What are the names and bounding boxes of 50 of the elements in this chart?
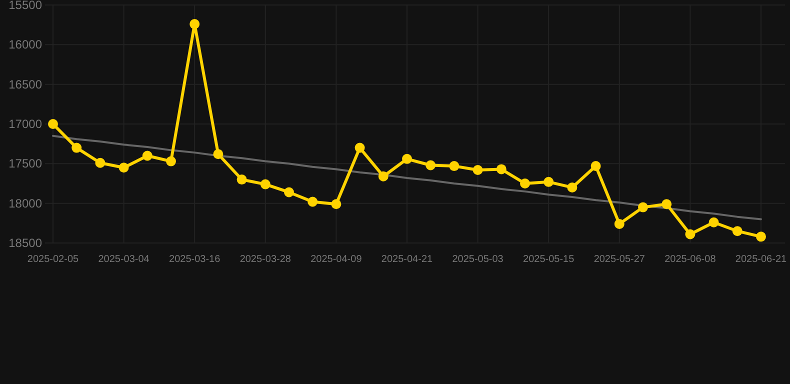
y-tick-label: 18000: [8, 196, 42, 210]
y-tick-label: 17000: [8, 117, 42, 131]
point: [567, 182, 578, 192]
point: [708, 217, 719, 228]
x-tick-label: 2025-03-16: [169, 254, 221, 265]
x-tick-label: 2025-03-04: [98, 254, 150, 265]
point: [732, 226, 742, 236]
point: [614, 218, 624, 229]
point: [142, 150, 152, 161]
x-tick-label: 2025-04-09: [310, 254, 362, 265]
x-tick-label: 2025-06-08: [664, 254, 716, 265]
point: [236, 174, 247, 185]
y-tick-label: 17500: [8, 156, 42, 171]
x-tick-label: 2025-05-03: [452, 254, 504, 265]
x-tick-label: 2025-05-27: [594, 254, 646, 265]
point: [520, 178, 530, 188]
point: [402, 154, 412, 164]
point: [354, 142, 365, 153]
point: [496, 164, 506, 174]
point: [166, 156, 176, 166]
point: [638, 202, 648, 212]
point: [426, 160, 436, 170]
point: [284, 187, 294, 198]
point: [331, 199, 342, 210]
x-tick-label: 2025-06-21: [735, 254, 788, 265]
point: [756, 232, 766, 242]
point: [118, 162, 129, 173]
point: [590, 161, 601, 172]
point: [685, 229, 696, 240]
x-tick-label: 2025-02-05: [27, 254, 80, 265]
y-tick-label: 16500: [8, 77, 42, 92]
point: [72, 142, 82, 153]
point: [662, 199, 672, 210]
x-tick-label: 2025-05-15: [523, 254, 575, 265]
x-tick-label: 2025-03-28: [240, 254, 292, 265]
point: [308, 196, 318, 207]
line-series: [52, 134, 762, 220]
point: [95, 158, 106, 168]
x-tick-label: 2025-04-21: [381, 254, 434, 265]
point: [449, 161, 460, 172]
y-tick-label: 15500: [8, 0, 42, 12]
point: [544, 176, 554, 187]
point: [260, 179, 270, 190]
point: [213, 149, 224, 160]
point: [472, 165, 483, 176]
point: [190, 19, 200, 30]
y-tick-label: 16000: [8, 38, 42, 52]
point: [378, 171, 388, 182]
point: [48, 119, 58, 129]
y-tick-label: 18500: [8, 236, 42, 250]
